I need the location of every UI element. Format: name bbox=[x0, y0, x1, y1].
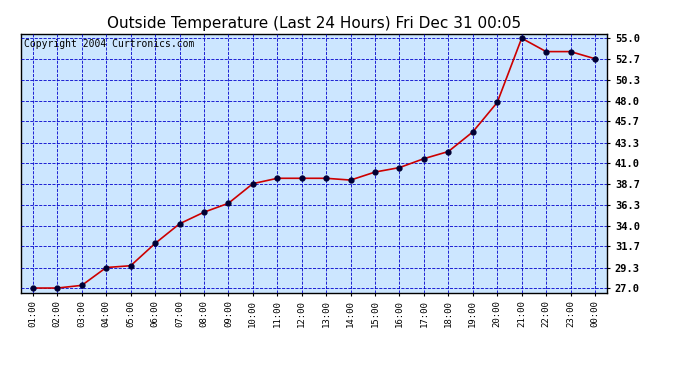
Text: Copyright 2004 Curtronics.com: Copyright 2004 Curtronics.com bbox=[23, 39, 194, 49]
Title: Outside Temperature (Last 24 Hours) Fri Dec 31 00:05: Outside Temperature (Last 24 Hours) Fri … bbox=[107, 16, 521, 31]
